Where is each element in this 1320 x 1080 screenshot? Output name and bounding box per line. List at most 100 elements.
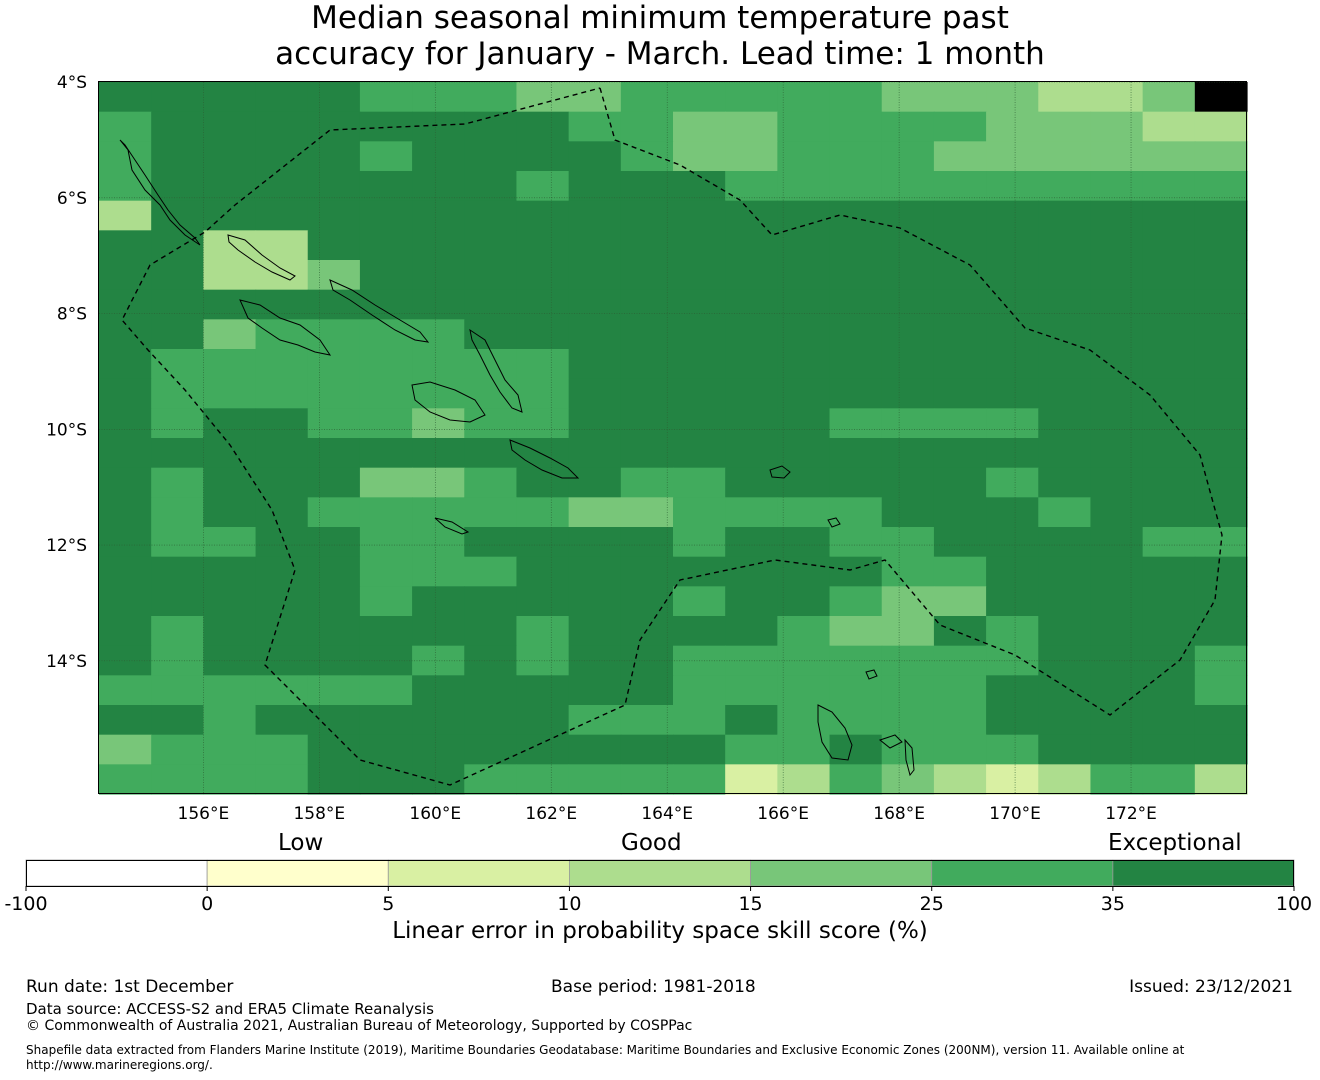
grid-cell: [307, 111, 361, 142]
colorbar-segments: [25, 859, 1295, 887]
grid-cell: [933, 260, 987, 291]
grid-cell: [881, 289, 935, 320]
grid-cell: [412, 319, 465, 350]
grid-cell: [516, 764, 570, 795]
longitude-tick-label: 160°E: [409, 804, 461, 824]
coastline-bougainville: [119, 139, 201, 246]
grid-cell: [99, 586, 152, 617]
grid-cell: [1038, 705, 1092, 736]
colorbar-tick-label: 0: [201, 893, 213, 915]
grid-cell: [829, 319, 883, 350]
grid-cell: [412, 408, 465, 439]
grid-cell: [151, 260, 204, 291]
coastline-santa-cruz: [769, 465, 791, 479]
grid-cell: [777, 497, 831, 528]
grid-cell: [725, 230, 778, 261]
grid-cell: [933, 171, 987, 202]
grid-cell: [777, 289, 831, 320]
grid-cell: [620, 319, 674, 350]
grid-cell: [255, 497, 309, 528]
grid-cell: [1142, 438, 1196, 469]
coastline-espiritu-santo: [817, 704, 853, 761]
grid-cell: [1142, 171, 1196, 202]
grid-cell: [725, 260, 778, 291]
grid-cell: [829, 438, 883, 469]
grid-cell: [725, 408, 778, 439]
grid-cell: [568, 82, 622, 113]
grid-cell: [412, 438, 465, 469]
grid-cell: [881, 497, 935, 528]
grid-cell: [255, 111, 309, 142]
grid-cell: [725, 349, 778, 380]
grid-cell: [933, 319, 987, 350]
grid-cell: [151, 497, 204, 528]
grid-cell: [359, 349, 413, 380]
grid-cell: [255, 408, 309, 439]
colorbar-segment: [569, 859, 751, 887]
grid-cell: [464, 764, 518, 795]
grid-cell: [99, 497, 152, 528]
grid-cell: [1142, 586, 1196, 617]
colorbar-segment: [25, 859, 208, 887]
grid-cell: [464, 82, 518, 113]
grid-cell: [151, 408, 204, 439]
grid-cell: [986, 289, 1039, 320]
grid-cell: [516, 289, 570, 320]
grid-cell: [829, 497, 883, 528]
grid-cell: [725, 289, 778, 320]
grid-cell: [151, 705, 204, 736]
grid-cell: [99, 289, 152, 320]
grid-cell: [359, 111, 413, 142]
grid-cell: [255, 289, 309, 320]
grid-cell: [673, 586, 726, 617]
map-frame: [98, 81, 1247, 794]
grid-cell: [933, 467, 987, 498]
grid-cell: [673, 378, 726, 409]
grid-cell: [986, 438, 1039, 469]
grid-cell: [412, 111, 465, 142]
grid-cell: [359, 705, 413, 736]
grid-cell: [516, 319, 570, 350]
grid-cell: [516, 556, 570, 587]
grid-cell: [307, 378, 361, 409]
grid-cell: [307, 705, 361, 736]
grid-cell: [725, 111, 778, 142]
grid-cell: [986, 527, 1039, 558]
grid-cell: [673, 705, 726, 736]
grid-cell: [151, 200, 204, 231]
grid-cell: [1142, 705, 1196, 736]
grid-cell: [673, 349, 726, 380]
grid-cell: [1038, 467, 1092, 498]
grid-cell: [307, 319, 361, 350]
grid-cell: [203, 467, 257, 498]
coastline-malakula: [878, 734, 903, 749]
grid-cell: [255, 675, 309, 706]
grid-cell: [151, 734, 204, 765]
grid-cell: [829, 378, 883, 409]
grid-cell: [1090, 556, 1144, 587]
grid-cell: [359, 378, 413, 409]
grid-cell: [516, 141, 570, 172]
issued-date: Issued: 23/12/2021: [1129, 977, 1293, 997]
grid-cell: [620, 260, 674, 291]
grid-cell: [359, 438, 413, 469]
coastline-guadalcanal: [411, 381, 486, 423]
grid-cell: [568, 171, 622, 202]
grid-cell: [620, 408, 674, 439]
grid-cell: [777, 734, 831, 765]
grid-cell: [933, 616, 987, 647]
grid-cell: [1194, 260, 1248, 291]
grid-cell: [777, 260, 831, 291]
colorbar-tick-label: 100: [1276, 893, 1312, 915]
longitude-tick-label: 164°E: [641, 804, 693, 824]
grid-cell: [725, 378, 778, 409]
grid-cell: [673, 319, 726, 350]
grid-cell: [881, 349, 935, 380]
grid-cell: [673, 200, 726, 231]
grid-cell: [568, 111, 622, 142]
grid-cell: [829, 230, 883, 261]
grid-cell: [255, 556, 309, 587]
grid-cell: [307, 467, 361, 498]
grid-cell: [307, 497, 361, 528]
grid-cell: [673, 408, 726, 439]
